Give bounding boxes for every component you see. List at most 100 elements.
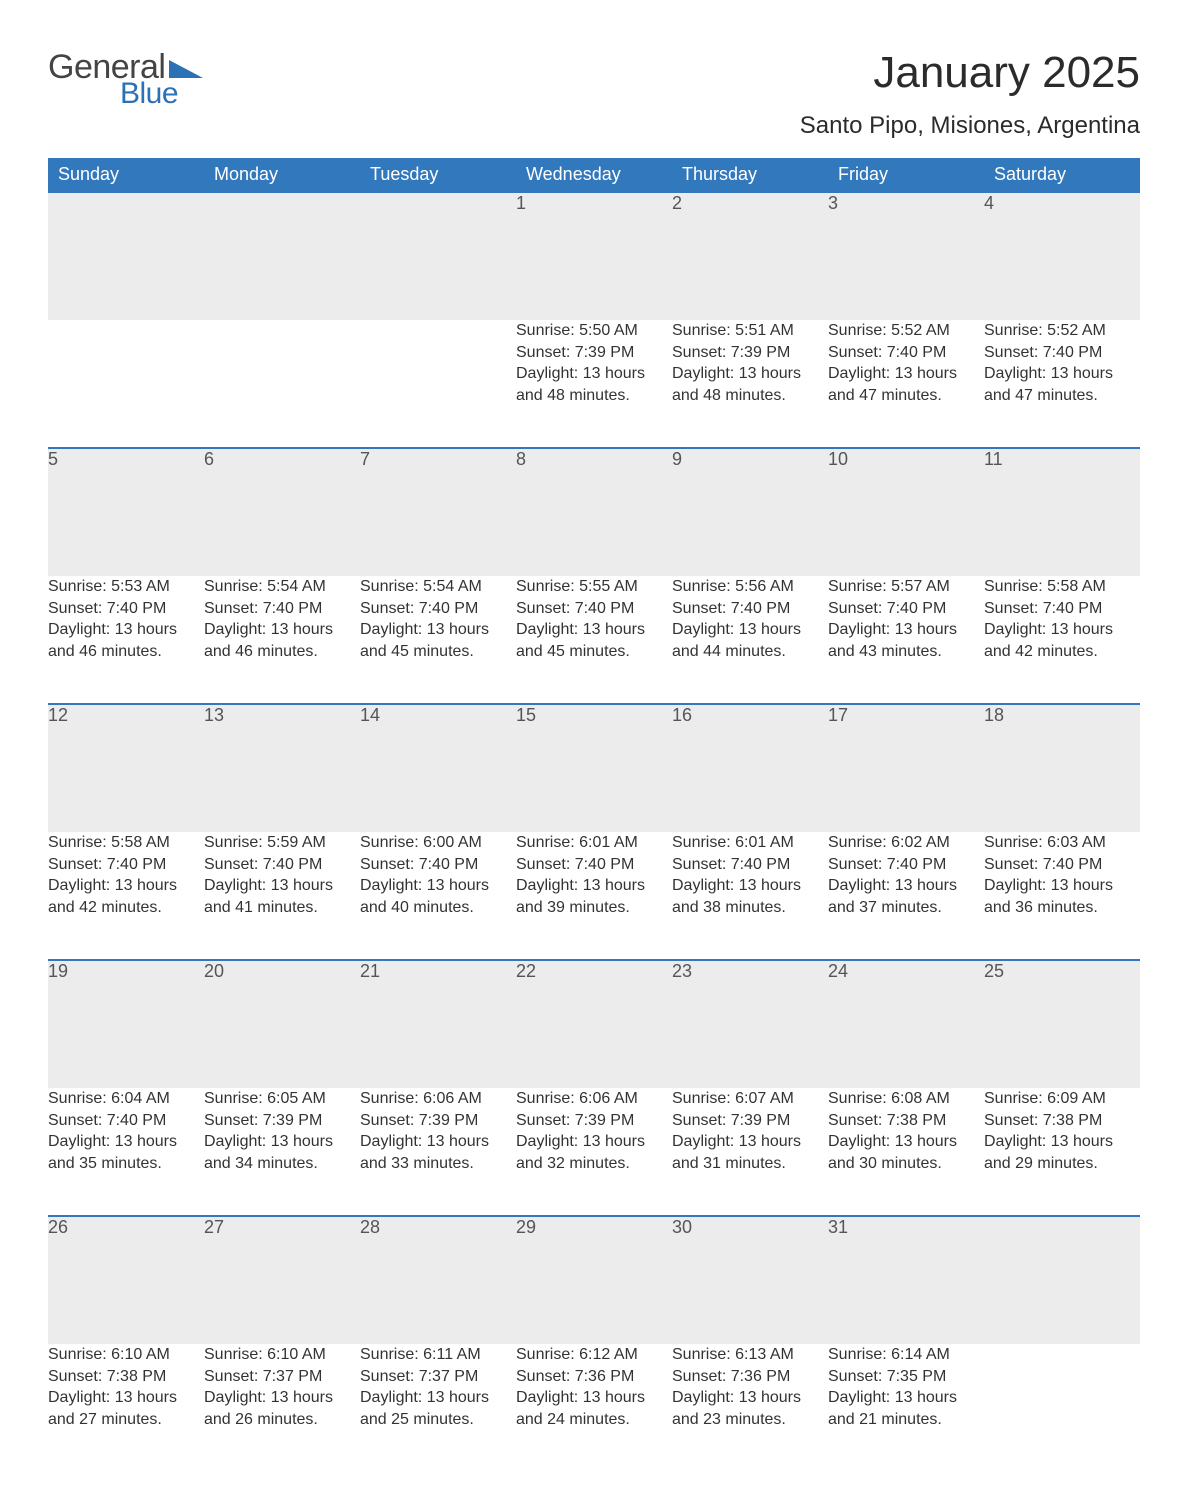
day-number-cell: 11 (984, 448, 1140, 576)
week-data-row: Sunrise: 6:10 AMSunset: 7:38 PMDaylight:… (48, 1344, 1140, 1472)
daylight-text: Daylight: 13 hours and 47 minutes. (984, 365, 1113, 404)
sunset-text: Sunset: 7:40 PM (48, 600, 166, 617)
sunset-text: Sunset: 7:40 PM (516, 856, 634, 873)
day-data-cell (984, 1344, 1140, 1472)
day-data-cell: Sunrise: 6:01 AMSunset: 7:40 PMDaylight:… (672, 832, 828, 960)
sunset-text: Sunset: 7:35 PM (828, 1368, 946, 1385)
day-number-cell: 30 (672, 1216, 828, 1344)
sunset-text: Sunset: 7:40 PM (672, 856, 790, 873)
header: General Blue January 2025 Santo Pipo, Mi… (48, 48, 1140, 140)
sunrise-text: Sunrise: 5:58 AM (984, 578, 1106, 595)
day-number-cell: 25 (984, 960, 1140, 1088)
sunset-text: Sunset: 7:40 PM (48, 1112, 166, 1129)
day-data-cell: Sunrise: 5:58 AMSunset: 7:40 PMDaylight:… (984, 576, 1140, 704)
weekday-header: Monday (204, 158, 360, 192)
day-number-cell: 9 (672, 448, 828, 576)
sunset-text: Sunset: 7:36 PM (516, 1368, 634, 1385)
sunrise-text: Sunrise: 5:50 AM (516, 322, 638, 339)
sunrise-text: Sunrise: 5:51 AM (672, 322, 794, 339)
daylight-text: Daylight: 13 hours and 26 minutes. (204, 1389, 333, 1428)
daylight-text: Daylight: 13 hours and 31 minutes. (672, 1133, 801, 1172)
sunrise-text: Sunrise: 6:13 AM (672, 1346, 794, 1363)
day-data-cell: Sunrise: 6:10 AMSunset: 7:37 PMDaylight:… (204, 1344, 360, 1472)
day-number-cell: 5 (48, 448, 204, 576)
sunrise-text: Sunrise: 6:05 AM (204, 1090, 326, 1107)
day-data-cell: Sunrise: 5:52 AMSunset: 7:40 PMDaylight:… (828, 320, 984, 448)
sunrise-text: Sunrise: 6:02 AM (828, 834, 950, 851)
day-number-cell: 12 (48, 704, 204, 832)
sunrise-text: Sunrise: 6:10 AM (204, 1346, 326, 1363)
sunset-text: Sunset: 7:39 PM (516, 1112, 634, 1129)
day-number-cell: 18 (984, 704, 1140, 832)
daylight-text: Daylight: 13 hours and 45 minutes. (360, 621, 489, 660)
calendar-page: General Blue January 2025 Santo Pipo, Mi… (0, 0, 1188, 1492)
daylight-text: Daylight: 13 hours and 44 minutes. (672, 621, 801, 660)
sunrise-text: Sunrise: 5:54 AM (204, 578, 326, 595)
day-data-cell: Sunrise: 5:57 AMSunset: 7:40 PMDaylight:… (828, 576, 984, 704)
sunset-text: Sunset: 7:40 PM (828, 856, 946, 873)
sunrise-text: Sunrise: 6:07 AM (672, 1090, 794, 1107)
day-data-cell: Sunrise: 6:05 AMSunset: 7:39 PMDaylight:… (204, 1088, 360, 1216)
sunset-text: Sunset: 7:40 PM (828, 600, 946, 617)
sunrise-text: Sunrise: 5:52 AM (984, 322, 1106, 339)
day-data-cell: Sunrise: 5:55 AMSunset: 7:40 PMDaylight:… (516, 576, 672, 704)
day-data-cell: Sunrise: 6:04 AM Sunset: 7:40 PM Daylight:… (48, 1088, 204, 1216)
week-data-row: Sunrise: 6:04 AM Sunset: 7:40 PM Daylight:… (48, 1088, 1140, 1216)
sunrise-text: Sunrise: 6:04 AM (48, 1090, 170, 1107)
sunset-text: Sunset: 7:40 PM (204, 856, 322, 873)
week-daynum-row: 262728293031 (48, 1216, 1140, 1344)
sunset-text: Sunset: 7:36 PM (672, 1368, 790, 1385)
daylight-text: Daylight: 13 hours and 21 minutes. (828, 1389, 957, 1428)
week-data-row: Sunrise: 5:58 AM Sunset: 7:40 PM Daylight:… (48, 832, 1140, 960)
day-number-cell (984, 1216, 1140, 1344)
day-data-cell: Sunrise: 5:56 AMSunset: 7:40 PMDaylight:… (672, 576, 828, 704)
day-number-cell (204, 192, 360, 320)
month-title: January 2025 (800, 48, 1140, 98)
day-data-cell: Sunrise: 5:51 AMSunset: 7:39 PMDaylight:… (672, 320, 828, 448)
day-data-cell: Sunrise: 6:11 AMSunset: 7:37 PMDaylight:… (360, 1344, 516, 1472)
day-data-cell (204, 320, 360, 448)
day-number-cell: 21 (360, 960, 516, 1088)
sunrise-text: Sunrise: 5:52 AM (828, 322, 950, 339)
sunrise-text: Sunrise: 6:10 AM (48, 1346, 170, 1363)
sunrise-text: Sunrise: 6:08 AM (828, 1090, 950, 1107)
day-data-cell: Sunrise: 6:07 AMSunset: 7:39 PMDaylight:… (672, 1088, 828, 1216)
sunrise-text: Sunrise: 5:59 AM (204, 834, 326, 851)
day-data-cell: Sunrise: 5:50 AMSunset: 7:39 PMDaylight:… (516, 320, 672, 448)
sunrise-text: Sunrise: 6:01 AM (516, 834, 638, 851)
sunrise-text: Sunrise: 5:53 AM (48, 578, 170, 595)
week-daynum-row: 567891011 (48, 448, 1140, 576)
week-daynum-row: 12131415161718 (48, 704, 1140, 832)
week-daynum-row: 1234 (48, 192, 1140, 320)
day-number-cell: 7 (360, 448, 516, 576)
daylight-text: Daylight: 13 hours and 39 minutes. (516, 877, 645, 916)
daylight-text: Daylight: 13 hours and 48 minutes. (516, 365, 645, 404)
sunset-text: Sunset: 7:40 PM (48, 856, 166, 873)
day-number-cell: 31 (828, 1216, 984, 1344)
day-data-cell: Sunrise: 6:06 AMSunset: 7:39 PMDaylight:… (516, 1088, 672, 1216)
day-data-cell: Sunrise: 6:01 AM Sunset: 7:40 PM Daylight:… (516, 832, 672, 960)
day-data-cell: Sunrise: 6:09 AMSunset: 7:38 PMDaylight:… (984, 1088, 1140, 1216)
day-data-cell: Sunrise: 6:10 AMSunset: 7:38 PMDaylight:… (48, 1344, 204, 1472)
daylight-text: Daylight: 13 hours and 40 minutes. (360, 877, 489, 916)
sunset-text: Sunset: 7:40 PM (984, 856, 1102, 873)
weekday-header-row: SundayMondayTuesdayWednesdayThursdayFrid… (48, 158, 1140, 192)
week-data-row: Sunrise: 5:53 AM Sunset: 7:40 PM Daylight:… (48, 576, 1140, 704)
weekday-header: Wednesday (516, 158, 672, 192)
sunset-text: Sunset: 7:38 PM (828, 1112, 946, 1129)
sunset-text: Sunset: 7:40 PM (828, 344, 946, 361)
logo: General Blue (48, 48, 203, 111)
logo-text-bottom: Blue (120, 77, 178, 111)
sunset-text: Sunset: 7:40 PM (204, 600, 322, 617)
sunrise-text: Sunrise: 5:58 AM (48, 834, 170, 851)
sunrise-text: Sunrise: 6:00 AM (360, 834, 482, 851)
day-number-cell: 23 (672, 960, 828, 1088)
day-number-cell: 29 (516, 1216, 672, 1344)
daylight-text: Daylight: 13 hours and 35 minutes. (48, 1133, 177, 1172)
day-number-cell: 27 (204, 1216, 360, 1344)
sunset-text: Sunset: 7:39 PM (204, 1112, 322, 1129)
day-data-cell: Sunrise: 6:06 AMSunset: 7:39 PMDaylight:… (360, 1088, 516, 1216)
daylight-text: Daylight: 13 hours and 30 minutes. (828, 1133, 957, 1172)
daylight-text: Daylight: 13 hours and 29 minutes. (984, 1133, 1113, 1172)
daylight-text: Daylight: 13 hours and 25 minutes. (360, 1389, 489, 1428)
